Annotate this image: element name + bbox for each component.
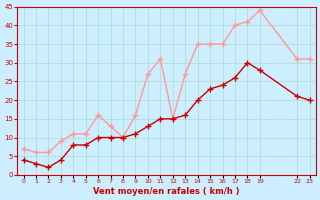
X-axis label: Vent moyen/en rafales ( km/h ): Vent moyen/en rafales ( km/h ): [93, 187, 240, 196]
